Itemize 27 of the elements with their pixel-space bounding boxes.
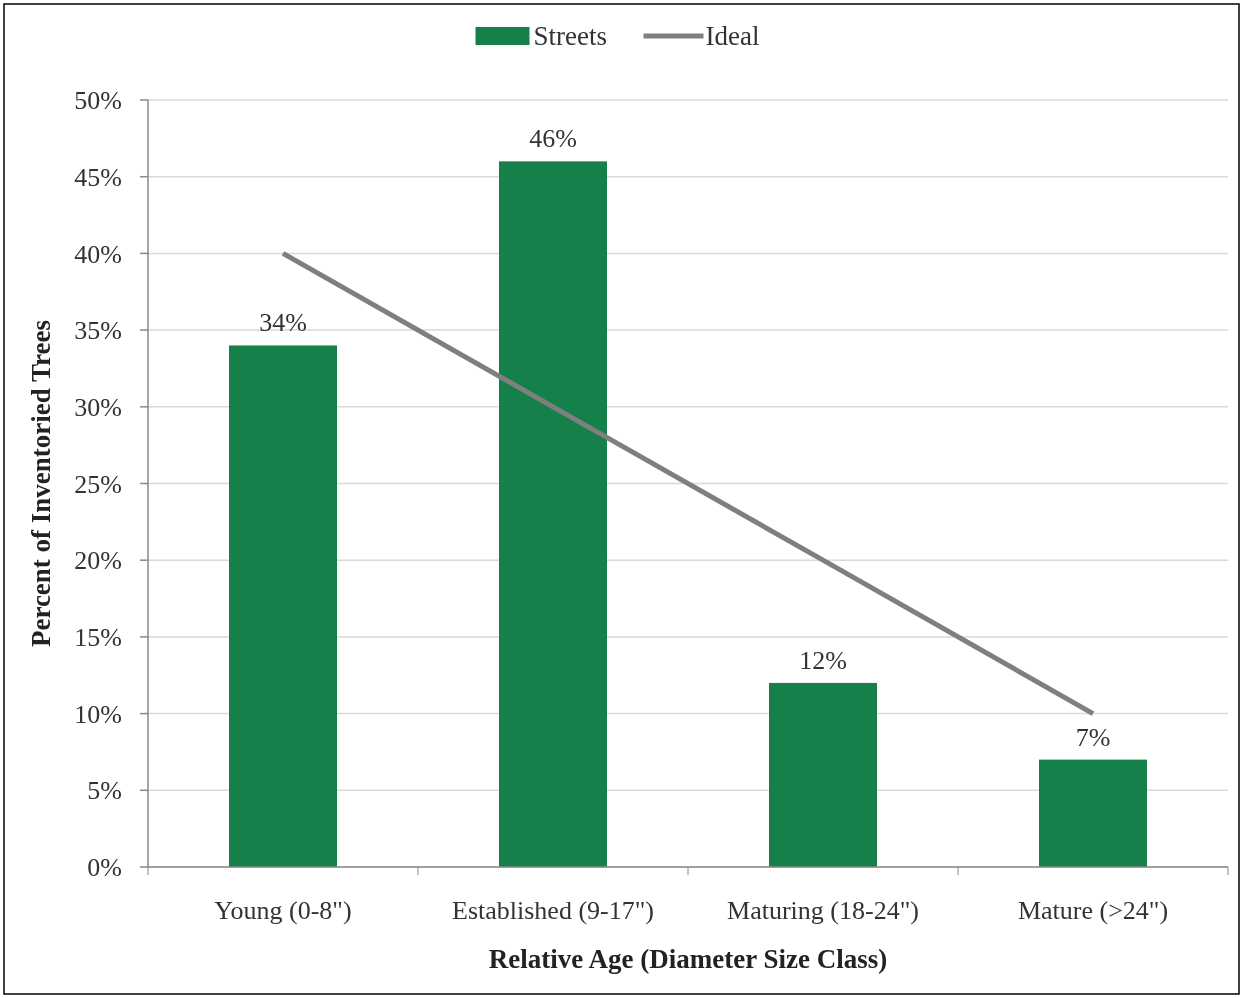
- legend-label: Streets: [533, 21, 607, 52]
- y-tick-label: 20%: [74, 546, 122, 576]
- y-tick-label: 45%: [74, 162, 122, 192]
- y-tick-label: 10%: [74, 699, 122, 729]
- bar: [769, 682, 877, 867]
- y-axis-title: Percent of Inventoried Trees: [26, 319, 56, 648]
- y-tick-label: 5%: [87, 776, 122, 806]
- x-tick-label: Maturing (18-24"): [727, 896, 919, 925]
- data-label: 46%: [529, 124, 577, 154]
- bar: [1039, 759, 1147, 867]
- x-axis-title: Relative Age (Diameter Size Class): [488, 944, 888, 974]
- bar: [229, 345, 337, 867]
- data-label: 7%: [1075, 722, 1111, 752]
- y-tick-label: 0%: [87, 853, 122, 883]
- bar: [499, 161, 607, 867]
- y-tick-label: 15%: [74, 623, 122, 652]
- y-tick-label: 40%: [74, 239, 122, 269]
- x-tick-label: Mature (>24"): [1017, 896, 1169, 925]
- data-label: 34%: [259, 308, 307, 338]
- y-tick-label: 35%: [74, 316, 122, 346]
- x-tick-label: Young (0-8"): [214, 896, 352, 925]
- legend-label: Ideal: [705, 21, 760, 52]
- y-tick-label: 25%: [74, 469, 122, 499]
- data-label: 12%: [799, 645, 847, 675]
- y-tick-label: 50%: [74, 86, 122, 116]
- x-tick-label: Established (9-17"): [452, 896, 654, 925]
- y-tick-label: 30%: [74, 392, 122, 422]
